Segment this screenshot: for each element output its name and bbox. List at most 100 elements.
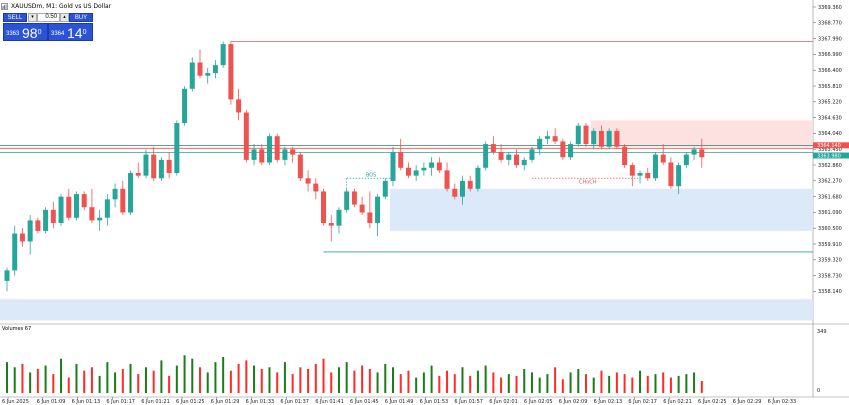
lot-size-input[interactable]: 0.50	[37, 13, 60, 22]
candle-body	[668, 162, 674, 187]
candle-body	[452, 188, 458, 197]
candle	[452, 183, 458, 200]
time-axis[interactable]: 6 Jun 2025 6 Jun 01:09 6 Jun 01:13 6 Jun 01…	[2, 397, 796, 405]
volume-bar	[307, 368, 310, 393]
candle	[467, 175, 473, 192]
sell-button[interactable]: SELL	[3, 13, 27, 22]
bid-price-tag: 3363.980	[817, 153, 841, 159]
candle-body	[4, 270, 10, 281]
candle	[182, 86, 188, 126]
candle-body	[444, 170, 450, 189]
chevron-down-icon[interactable]: ▾	[28, 13, 37, 22]
candle	[89, 188, 95, 224]
volume-bar	[276, 372, 279, 393]
volume-bar	[330, 372, 333, 393]
candle-body	[73, 194, 79, 218]
candle	[19, 228, 25, 247]
volume-bar	[446, 370, 449, 393]
price-axis-label: 3358.730	[818, 273, 842, 279]
buy-button[interactable]: BUY	[69, 13, 93, 22]
ask-price-tag: 3364.140	[817, 143, 841, 149]
volume-bar	[98, 375, 101, 393]
sell-price-point: 0	[37, 29, 42, 36]
chevron-up-icon[interactable]: ▴	[60, 13, 69, 22]
candle-body	[128, 173, 134, 213]
volume-bar	[453, 374, 456, 393]
time-axis-label: 6 Jun 02:33	[768, 399, 797, 405]
volume-bar	[21, 363, 24, 393]
bid-price-tag-bg	[813, 152, 849, 159]
price-axis-label: 3364.630	[818, 115, 842, 121]
candle	[12, 225, 18, 276]
time-axis-label: 6 Jun 01:29	[211, 399, 240, 405]
candle-body	[166, 159, 172, 174]
time-axis-label: 6 Jun 01:53	[420, 399, 449, 405]
volume-bar	[500, 377, 503, 393]
candle-body	[568, 144, 574, 158]
candle	[544, 130, 550, 145]
volume-bar	[492, 372, 495, 393]
candle	[274, 133, 280, 163]
volume-bar	[476, 370, 479, 393]
candle-body	[436, 162, 442, 171]
price-axis-label: 3361.680	[818, 194, 842, 200]
volume-bar	[144, 367, 147, 393]
volume-bar	[291, 374, 294, 393]
volume-bar	[422, 372, 425, 393]
candle	[390, 146, 396, 187]
candle	[266, 133, 272, 166]
choch-label: CHoCH	[579, 179, 597, 185]
candle	[606, 128, 612, 150]
candle	[43, 207, 49, 234]
volume-bar	[160, 360, 163, 393]
buy-price-prefix: 3364	[51, 31, 65, 37]
candle-body	[344, 191, 350, 210]
time-axis-label: 6 Jun 01:13	[72, 399, 101, 405]
candle-body	[598, 130, 604, 147]
volume-bar	[530, 372, 533, 393]
volume-bar	[662, 372, 665, 393]
candle	[243, 109, 249, 163]
candle-body	[683, 154, 689, 166]
candle	[174, 120, 180, 176]
candle-body	[89, 207, 95, 221]
time-axis-label: 6 Jun 01:37	[280, 399, 309, 405]
volume-bar	[106, 362, 109, 393]
candle-body	[97, 217, 103, 221]
candle-body	[552, 136, 558, 142]
volume-bar	[83, 370, 86, 393]
candle-body	[321, 191, 327, 224]
volume-bar	[685, 374, 688, 393]
candle	[135, 162, 141, 179]
candle	[668, 157, 674, 189]
price-axis-label: 3368.770	[818, 21, 842, 27]
candle	[290, 146, 296, 163]
candle	[297, 151, 303, 181]
candle-body	[521, 159, 527, 166]
candle	[282, 146, 288, 166]
candle	[27, 215, 33, 255]
sell-price-display[interactable]: 3363 980	[3, 23, 48, 41]
price-axis[interactable]: 3369.360 3368.770 3367.990 3366.990 3366.400…	[813, 5, 842, 295]
volume-bar	[546, 374, 549, 393]
volume-bar	[6, 362, 8, 393]
volume-bar	[384, 363, 387, 393]
symbol-title: XAUUSDm, M1: Gold vs US Dollar	[11, 2, 112, 10]
candle	[413, 165, 419, 181]
time-axis-label: 6 Jun 02:17	[628, 399, 657, 405]
time-axis-label: 6 Jun 01:21	[141, 399, 170, 405]
price-axis-label: 3366.990	[818, 52, 842, 58]
candle	[50, 201, 56, 229]
time-axis-label: 6 Jun 2025	[2, 399, 29, 405]
volume-bar	[114, 372, 117, 393]
volume-axis-top-label: 349	[817, 329, 827, 335]
volume-bar	[314, 363, 317, 393]
time-axis-label: 6 Jun 01:33	[246, 399, 275, 405]
volume-bar	[585, 374, 587, 393]
candle-body	[151, 154, 157, 179]
buy-price-display[interactable]: 3364 140	[48, 23, 93, 41]
price-axis-label: 3365.810	[818, 84, 842, 90]
candle-body	[66, 196, 72, 218]
